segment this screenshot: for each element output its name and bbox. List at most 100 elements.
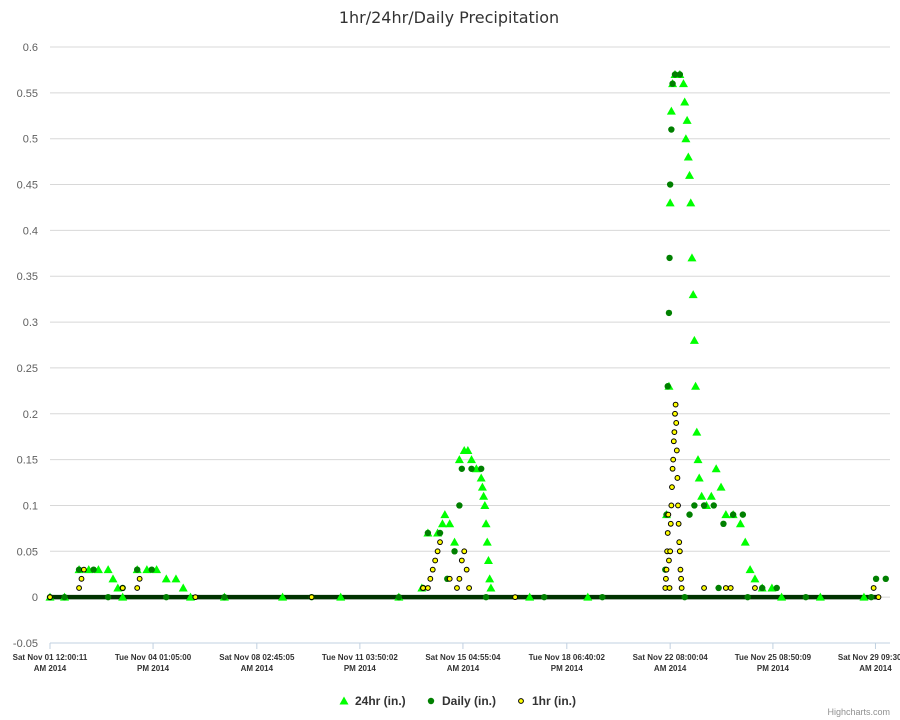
data-point: [458, 465, 466, 472]
y-tick-label: 0.25: [17, 363, 38, 375]
x-tick-label: Tue Nov 25 08:50:09: [735, 653, 812, 662]
data-point: [424, 529, 432, 537]
data-point: [671, 429, 678, 436]
data-point: [685, 170, 695, 179]
data-point: [463, 445, 473, 454]
x-tick-label-line2: AM 2014: [859, 664, 892, 673]
x-tick-label: Tue Nov 18 06:40:02: [529, 653, 606, 662]
data-point: [525, 592, 535, 601]
y-tick-label: 0.6: [23, 42, 38, 54]
data-point: [663, 566, 670, 573]
data-point: [420, 585, 426, 591]
data-point: [136, 575, 143, 582]
legend-item[interactable]: 24hr (in.): [339, 694, 406, 708]
data-point: [721, 510, 731, 519]
data-point: [81, 566, 87, 573]
data-point: [436, 529, 444, 537]
data-point: [663, 575, 669, 582]
data-point: [103, 565, 113, 574]
data-point: [468, 465, 475, 472]
data-point: [752, 585, 758, 591]
data-point: [859, 592, 869, 601]
data-point: [78, 575, 85, 582]
data-point: [665, 198, 675, 207]
data-point: [673, 447, 680, 454]
data-point: [178, 583, 188, 592]
data-point: [692, 427, 702, 436]
legend-symbol: [518, 698, 524, 704]
data-point: [670, 456, 677, 463]
y-tick-label: 0: [32, 592, 38, 604]
data-point: [759, 584, 766, 592]
data-point: [675, 520, 682, 527]
data-point: [450, 537, 460, 546]
data-point: [683, 152, 693, 161]
data-point: [667, 520, 674, 527]
data-point: [118, 592, 128, 601]
credits-link[interactable]: Highcharts.com: [827, 707, 890, 717]
data-point: [485, 574, 495, 583]
x-tick-label: Sat Nov 22 08:00:04: [633, 653, 709, 662]
data-point: [161, 574, 171, 583]
data-point: [735, 519, 745, 528]
data-point: [815, 592, 825, 601]
data-point: [676, 539, 683, 546]
data-point: [61, 593, 68, 601]
data-point: [104, 593, 112, 601]
data-point: [427, 575, 434, 582]
series-2: [47, 401, 882, 601]
legend-item[interactable]: 1hr (in.): [518, 694, 576, 708]
data-point: [686, 511, 693, 518]
data-point: [477, 482, 487, 491]
data-point: [540, 593, 548, 601]
data-point: [664, 383, 671, 390]
data-point: [599, 593, 606, 601]
data-point: [481, 519, 491, 528]
data-point: [463, 566, 470, 573]
data-point: [425, 585, 431, 591]
legend-item[interactable]: Daily (in.): [427, 694, 496, 708]
data-point: [697, 491, 707, 500]
data-point: [476, 473, 486, 482]
data-point: [446, 575, 453, 582]
data-point: [119, 585, 126, 591]
data-point: [466, 585, 472, 591]
data-point: [744, 593, 751, 601]
data-point: [666, 254, 673, 262]
data-point: [681, 593, 688, 601]
data-point: [486, 583, 496, 592]
data-point: [482, 537, 492, 546]
data-point: [750, 574, 760, 583]
data-point: [454, 455, 464, 464]
data-point: [670, 438, 677, 445]
x-tick-label-line2: AM 2014: [654, 664, 687, 673]
x-tick-label-line2: AM 2014: [241, 664, 274, 673]
data-point: [669, 465, 676, 472]
data-point: [868, 593, 875, 601]
y-tick-label: 0.35: [17, 271, 38, 283]
data-point: [108, 574, 118, 583]
data-point: [674, 475, 681, 481]
data-point: [432, 557, 439, 564]
data-point: [678, 585, 685, 591]
data-point: [681, 134, 691, 143]
data-point: [676, 548, 683, 555]
legend-label: 24hr (in.): [355, 694, 406, 708]
data-point: [727, 585, 734, 591]
x-tick-label: Sat Nov 01 12:00:11: [13, 653, 88, 662]
data-point: [479, 491, 489, 500]
data-point: [583, 592, 593, 601]
data-point: [700, 502, 708, 509]
data-point: [882, 575, 889, 583]
x-tick-label-line2: PM 2014: [344, 664, 377, 673]
data-point: [512, 594, 519, 601]
y-tick-label: 0.3: [23, 317, 38, 329]
legend[interactable]: 24hr (in.) Daily (in.) 1hr (in.): [339, 694, 577, 708]
data-point: [773, 584, 780, 592]
data-point: [461, 548, 468, 555]
legend-symbol: [339, 696, 349, 705]
data-point: [134, 585, 141, 591]
data-point: [395, 593, 403, 601]
data-point: [192, 594, 199, 601]
